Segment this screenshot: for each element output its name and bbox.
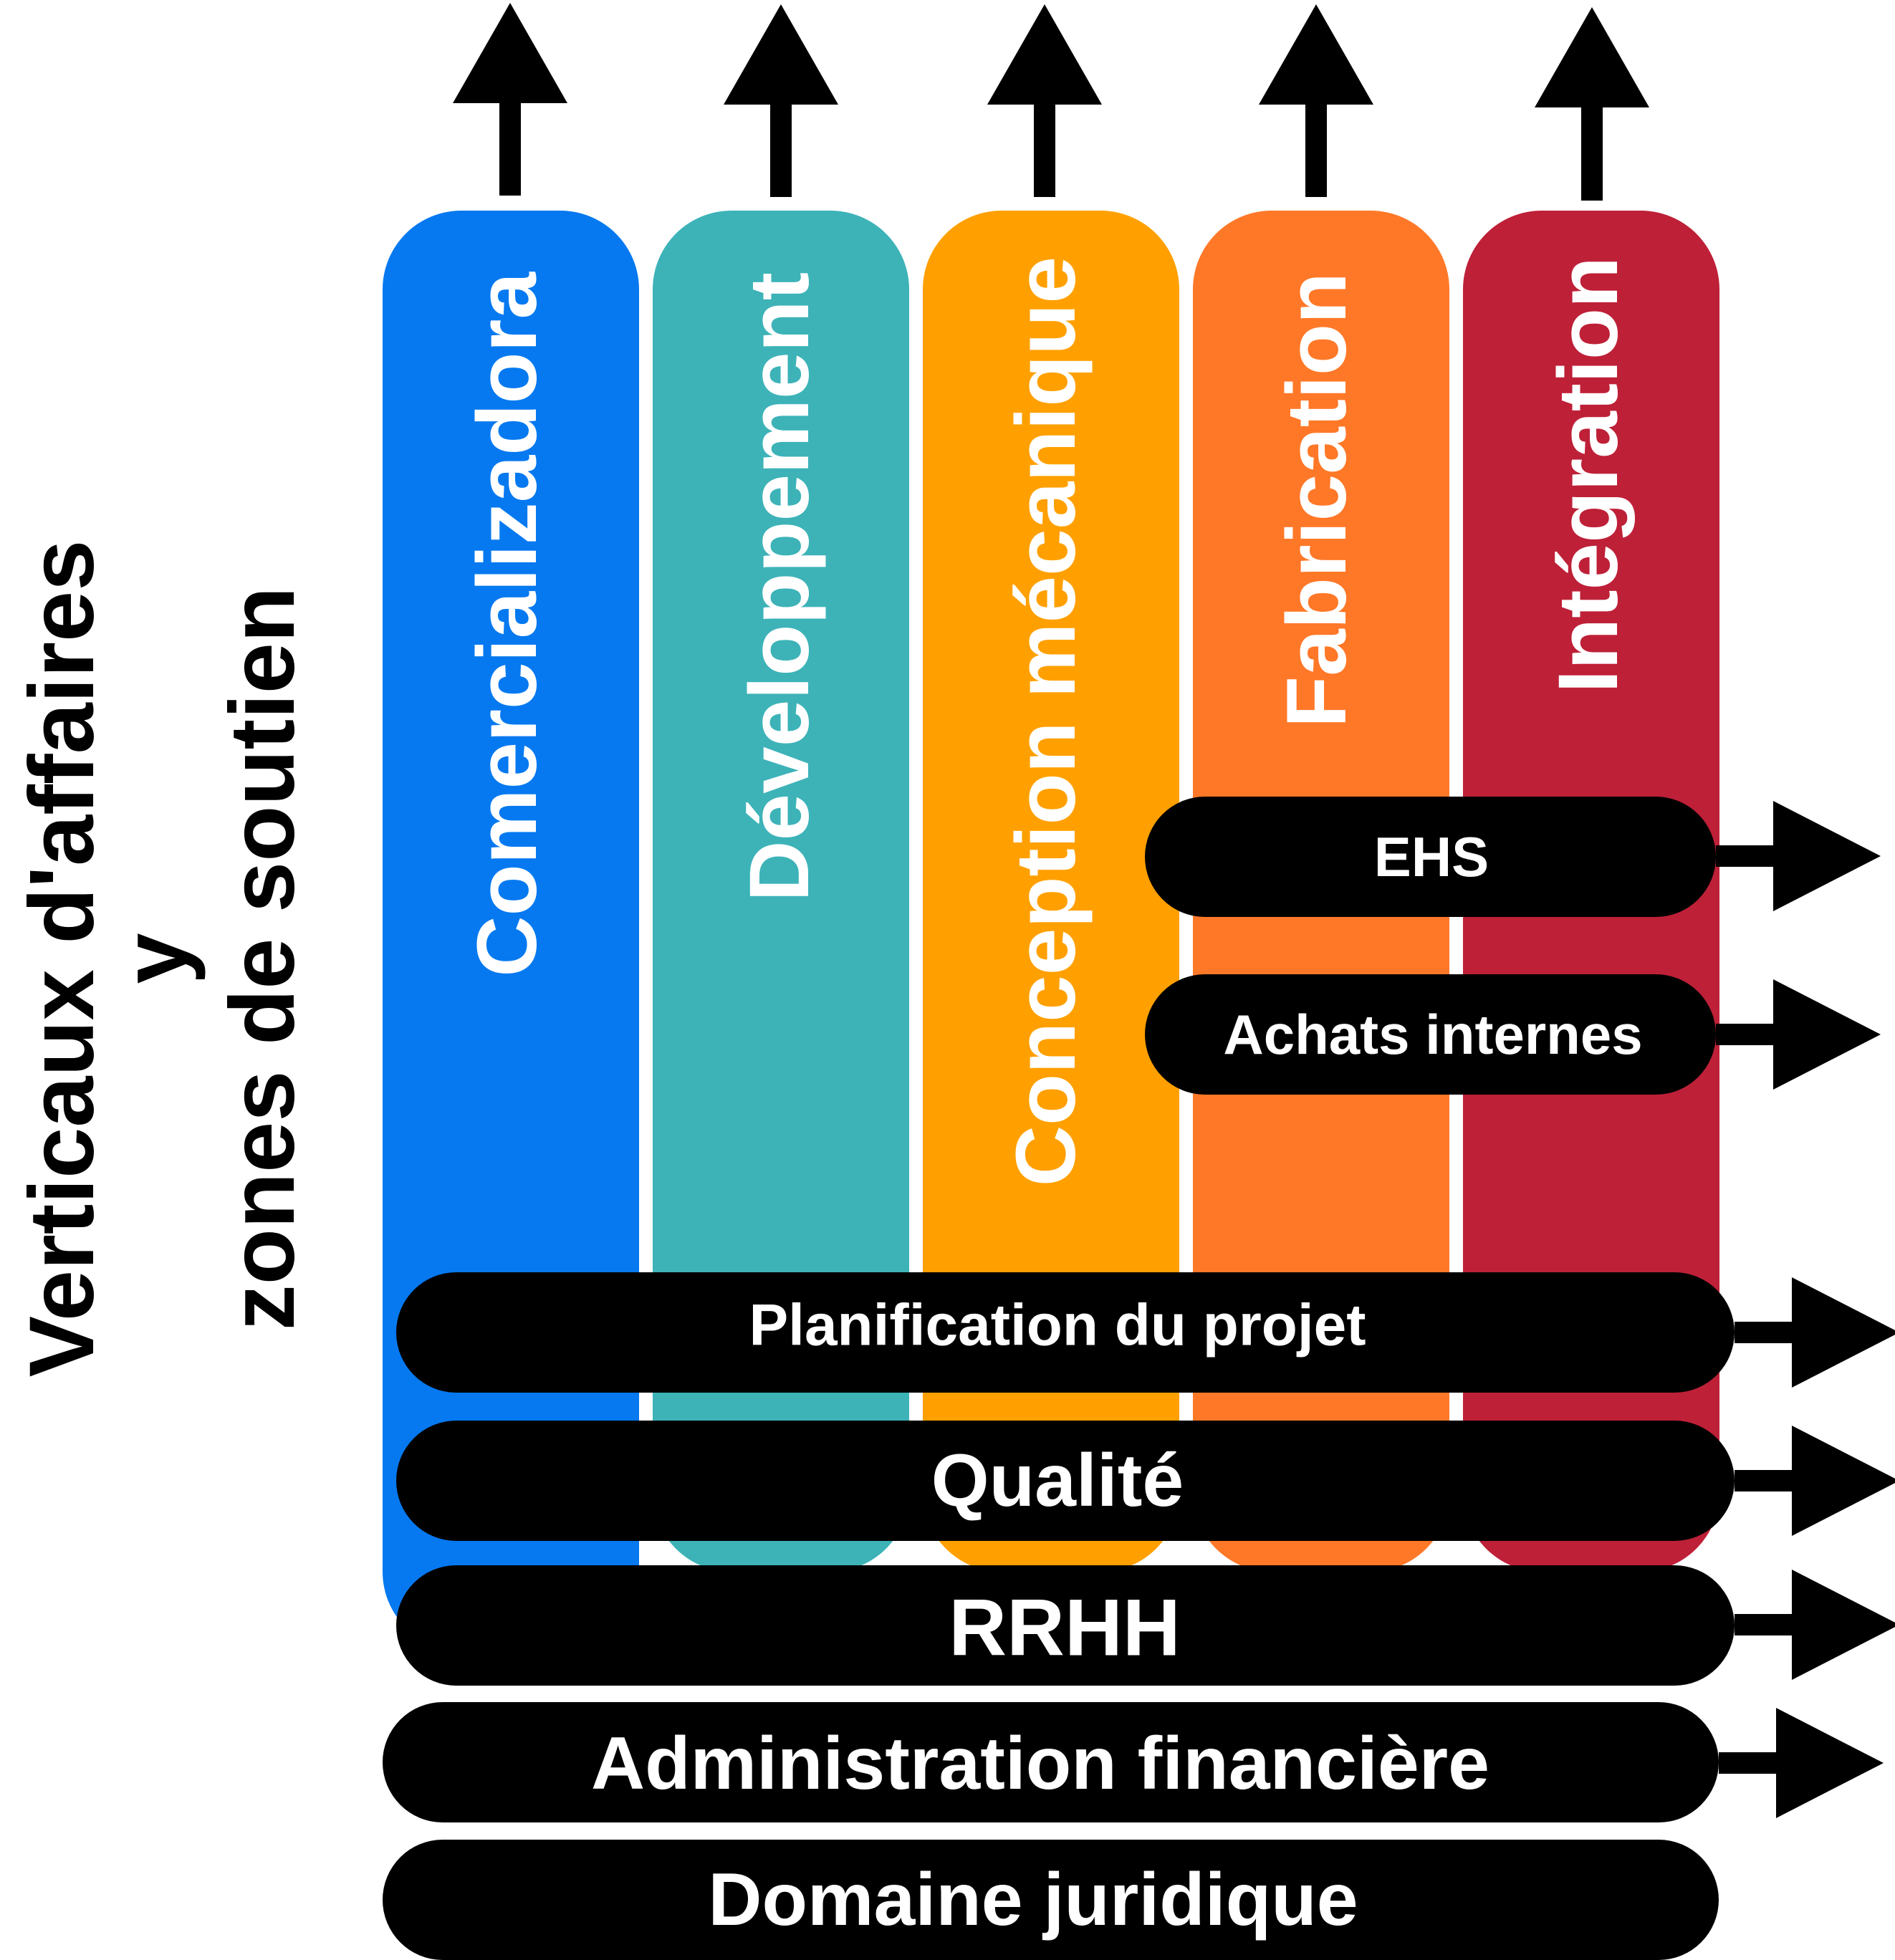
support-zone-planification-du-projet: Planification du projet	[396, 1272, 1895, 1393]
up-arrow-icon	[1535, 7, 1649, 201]
support-band	[1145, 974, 1716, 1095]
right-arrow-icon	[1735, 1277, 1895, 1388]
up-arrow-icon	[1259, 4, 1373, 197]
support-label: Achats internes	[1223, 1003, 1642, 1066]
support-band	[383, 1702, 1719, 1822]
support-zones: EHS Achats internes Planification du pro…	[383, 797, 1895, 1960]
support-label: RRHH	[949, 1583, 1181, 1673]
vertical-label: Comercializadora	[460, 272, 555, 977]
right-arrow-icon	[1719, 1708, 1884, 1818]
support-band	[396, 1272, 1735, 1393]
support-zone-rrhh: RRHH	[396, 1565, 1895, 1686]
side-title-line1: Verticaux d'affaires	[11, 540, 113, 1378]
support-band	[396, 1565, 1735, 1686]
vertical-developpement: Développement	[653, 211, 909, 1572]
support-band	[383, 1840, 1719, 1960]
support-label: Administration financière	[591, 1722, 1489, 1805]
support-label: Qualité	[931, 1439, 1184, 1522]
vertical-label: Conception mécanique	[999, 256, 1093, 1186]
support-band	[1145, 797, 1716, 917]
vertical-label: Fabrication	[1270, 272, 1364, 728]
support-label: Domaine juridique	[708, 1858, 1358, 1941]
vertical-column	[923, 211, 1179, 1572]
support-zone-domaine-juridique: Domaine juridique	[383, 1840, 1719, 1960]
vertical-column	[653, 211, 909, 1572]
vertical-conception-mecanique: Conception mécanique	[923, 211, 1179, 1572]
side-title-line2: y	[104, 933, 206, 984]
vertical-label: Développement	[732, 272, 827, 902]
right-arrow-icon	[1735, 1426, 1895, 1536]
support-zone-qualite: Qualité	[396, 1421, 1895, 1541]
up-arrow-icon	[724, 4, 838, 197]
right-arrow-icon	[1716, 979, 1881, 1090]
verticals: Comercializadora Développement Conceptio…	[383, 211, 1719, 1651]
vertical-label: Intégration	[1541, 256, 1636, 693]
support-zone-ehs: EHS	[1145, 797, 1881, 917]
support-label: Planification du projet	[749, 1293, 1366, 1358]
support-zone-achats-internes: Achats internes	[1145, 974, 1881, 1095]
support-zone-administration-financiere: Administration financière	[383, 1702, 1884, 1822]
side-title: Verticaux d'affaires y zones de soutien	[11, 540, 314, 1378]
support-label: EHS	[1374, 825, 1489, 888]
right-arrow-icon	[1716, 801, 1881, 911]
up-arrow-icon	[453, 3, 567, 196]
up-arrow-icon	[987, 4, 1102, 197]
support-band	[396, 1421, 1735, 1541]
right-arrow-icon	[1735, 1570, 1895, 1680]
side-title-line3: zones de soutien	[211, 587, 314, 1330]
vertical-arrows	[453, 3, 1649, 201]
